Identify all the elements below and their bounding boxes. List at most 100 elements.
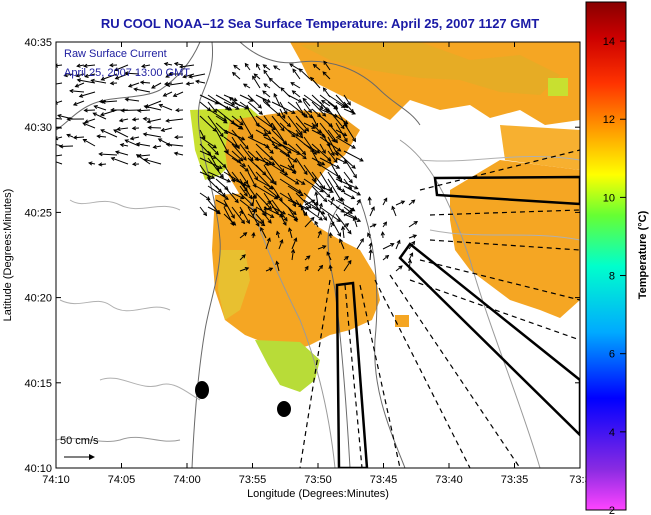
current-vector (311, 122, 321, 134)
current-vector-head (322, 71, 327, 76)
current-vector-head (151, 84, 156, 89)
current-vector-head (360, 237, 364, 243)
current-vector-head (302, 155, 307, 160)
current-vector-head (241, 254, 246, 259)
current-vector (239, 171, 249, 185)
x-tick-label: 73:45 (370, 474, 398, 486)
current-vector-head (165, 142, 171, 147)
current-vector-head (340, 225, 346, 231)
current-vector (255, 143, 273, 160)
current-vector-head (66, 133, 71, 138)
current-vector (395, 200, 405, 206)
current-vector (295, 129, 303, 138)
sst-patch-north-green (300, 42, 560, 95)
current-vector-head (333, 158, 338, 164)
current-vector-head (279, 239, 284, 244)
current-vector (215, 94, 235, 106)
current-vector-head (251, 194, 256, 200)
current-vector (319, 157, 340, 169)
current-vector (239, 254, 246, 261)
current-vector-head (324, 107, 329, 112)
current-vector (207, 171, 231, 183)
current-vector-head (78, 93, 84, 98)
colorbar (585, 1, 627, 511)
current-vector-head (131, 162, 137, 167)
current-vector (243, 83, 251, 89)
y-tick-label: 40:20 (24, 293, 52, 305)
current-vector-head (214, 151, 219, 156)
current-vector-head (337, 134, 342, 139)
current-vector-head (100, 129, 105, 134)
current-vector (247, 206, 260, 227)
current-vector (207, 157, 224, 178)
current-vector-head (252, 183, 257, 188)
current-vector (343, 185, 361, 196)
current-vector (255, 122, 271, 135)
current-vector (247, 101, 263, 115)
current-vector (75, 82, 85, 88)
current-vector-head (249, 157, 254, 162)
current-vector-head (185, 81, 191, 86)
current-vector (199, 150, 217, 159)
current-vector (279, 171, 299, 185)
current-vector (279, 178, 302, 193)
current-vector (164, 63, 173, 66)
current-vector-head (301, 150, 307, 156)
current-vector (335, 115, 348, 124)
current-vector-head (223, 119, 228, 124)
current-vector-head (119, 143, 125, 148)
current-vector-head (110, 156, 116, 161)
current-vector (255, 115, 276, 130)
current-vector-head (168, 71, 173, 77)
current-vector-head (330, 151, 335, 157)
x-axis-label: Longitude (Degrees:Minutes) (247, 488, 389, 500)
current-vector-head (249, 97, 254, 102)
current-vector-head (224, 186, 229, 191)
current-vector (263, 83, 271, 89)
current-vector (207, 108, 227, 122)
current-vector (263, 185, 279, 199)
current-vector (287, 143, 307, 160)
current-vector-head (88, 161, 93, 166)
current-vector (295, 178, 305, 185)
current-vector (330, 197, 334, 206)
current-vector (382, 243, 394, 250)
current-vector-head (319, 264, 324, 270)
current-vector-head (90, 78, 95, 83)
current-vector-head (109, 63, 114, 68)
current-vector-head (310, 216, 315, 222)
current-vector (279, 108, 286, 119)
current-vector (56, 64, 63, 67)
current-vector-head (283, 171, 289, 176)
current-vector-head (219, 133, 224, 138)
current-vector-head (328, 231, 333, 237)
current-vector-head (344, 255, 349, 260)
current-vector-head (293, 158, 298, 163)
current-vector (302, 98, 311, 107)
current-vector (207, 199, 221, 215)
current-vector-head (310, 76, 315, 82)
current-vector (223, 199, 235, 219)
current-vector (56, 144, 63, 147)
current-vector (166, 143, 184, 147)
current-vector (271, 199, 288, 221)
current-vector-head (321, 99, 326, 104)
current-vector (326, 251, 332, 261)
current-vector (327, 129, 338, 143)
current-vector-head (304, 265, 309, 270)
current-vector (229, 97, 241, 107)
current-vector (115, 73, 129, 80)
current-vector (255, 199, 266, 216)
current-vector-head (175, 108, 180, 113)
current-vector (321, 100, 331, 107)
current-vector-head (116, 126, 121, 132)
current-vector (132, 118, 140, 121)
current-vector-head (244, 180, 249, 185)
current-vector (147, 118, 162, 123)
y-axis-label: Latitude (Degrees:Minutes) (2, 189, 14, 322)
current-vector-head (114, 75, 120, 80)
current-vector (323, 87, 331, 98)
current-vector (255, 185, 278, 200)
current-vector (117, 127, 129, 130)
current-vector (303, 143, 320, 154)
